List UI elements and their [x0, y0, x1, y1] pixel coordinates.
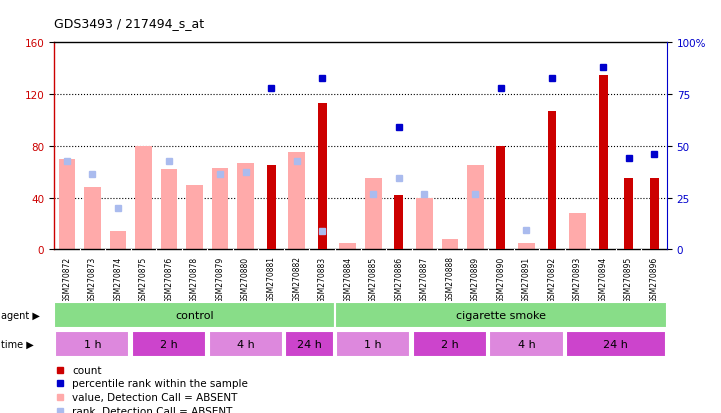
Text: agent ▶: agent ▶	[1, 310, 40, 320]
Bar	[318, 104, 327, 250]
Bar	[365, 179, 381, 250]
Bar	[413, 331, 487, 357]
Bar	[335, 302, 667, 328]
Bar	[467, 166, 484, 250]
Bar	[394, 196, 403, 250]
Text: GSM270885: GSM270885	[368, 256, 378, 302]
Text: GSM270888: GSM270888	[446, 256, 454, 302]
Text: GSM270894: GSM270894	[598, 256, 608, 302]
Bar	[135, 147, 151, 250]
Bar	[518, 243, 535, 250]
Text: 4 h: 4 h	[518, 339, 536, 349]
Text: GSM270887: GSM270887	[420, 256, 429, 302]
Text: GSM270880: GSM270880	[241, 256, 250, 302]
Text: GSM270878: GSM270878	[190, 256, 199, 302]
Text: GSM270882: GSM270882	[292, 256, 301, 302]
Text: control: control	[175, 310, 214, 320]
Text: GSM270886: GSM270886	[394, 256, 403, 302]
Text: GSM270884: GSM270884	[343, 256, 353, 302]
Bar	[416, 198, 433, 250]
Text: GSM270891: GSM270891	[522, 256, 531, 302]
Text: GSM270892: GSM270892	[547, 256, 557, 302]
Text: GDS3493 / 217494_s_at: GDS3493 / 217494_s_at	[54, 17, 204, 29]
Bar	[490, 331, 564, 357]
Text: 24 h: 24 h	[297, 339, 322, 349]
Text: GSM270875: GSM270875	[139, 256, 148, 302]
Bar	[110, 232, 126, 250]
Text: GSM270881: GSM270881	[267, 256, 275, 302]
Bar	[267, 166, 275, 250]
Bar	[340, 243, 356, 250]
Bar	[58, 159, 75, 250]
Text: 1 h: 1 h	[364, 339, 382, 349]
Text: percentile rank within the sample: percentile rank within the sample	[72, 378, 248, 388]
Text: GSM270883: GSM270883	[318, 256, 327, 302]
Text: 24 h: 24 h	[603, 339, 628, 349]
Bar	[208, 331, 283, 357]
Bar	[186, 185, 203, 250]
Bar	[497, 147, 505, 250]
Bar	[132, 331, 206, 357]
Text: count: count	[72, 365, 102, 375]
Bar	[54, 302, 335, 328]
Text: value, Detection Call = ABSENT: value, Detection Call = ABSENT	[72, 392, 238, 402]
Text: GSM270893: GSM270893	[573, 256, 582, 302]
Text: 4 h: 4 h	[236, 339, 255, 349]
Text: GSM270879: GSM270879	[216, 256, 224, 302]
Bar	[336, 331, 410, 357]
Bar	[650, 179, 658, 250]
Text: GSM270872: GSM270872	[62, 256, 71, 302]
Text: rank, Detection Call = ABSENT: rank, Detection Call = ABSENT	[72, 406, 233, 413]
Bar	[570, 214, 586, 250]
Text: cigarette smoke: cigarette smoke	[456, 310, 546, 320]
Bar	[288, 153, 305, 250]
Text: GSM270889: GSM270889	[471, 256, 480, 302]
Bar	[566, 331, 665, 357]
Bar	[237, 164, 254, 250]
Text: GSM270874: GSM270874	[113, 256, 123, 302]
Text: time ▶: time ▶	[1, 339, 34, 349]
Text: 2 h: 2 h	[160, 339, 178, 349]
Bar	[624, 179, 633, 250]
Bar	[56, 331, 130, 357]
Bar	[212, 169, 229, 250]
Bar	[598, 76, 608, 250]
Bar	[84, 188, 101, 250]
Text: 2 h: 2 h	[441, 339, 459, 349]
Text: GSM270895: GSM270895	[624, 256, 633, 302]
Bar	[441, 240, 458, 250]
Bar	[547, 112, 557, 250]
Bar	[161, 170, 177, 250]
Text: GSM270873: GSM270873	[88, 256, 97, 302]
Text: GSM270896: GSM270896	[650, 256, 659, 302]
Text: GSM270890: GSM270890	[497, 256, 505, 302]
Bar	[285, 331, 334, 357]
Text: GSM270876: GSM270876	[164, 256, 174, 302]
Text: 1 h: 1 h	[84, 339, 101, 349]
